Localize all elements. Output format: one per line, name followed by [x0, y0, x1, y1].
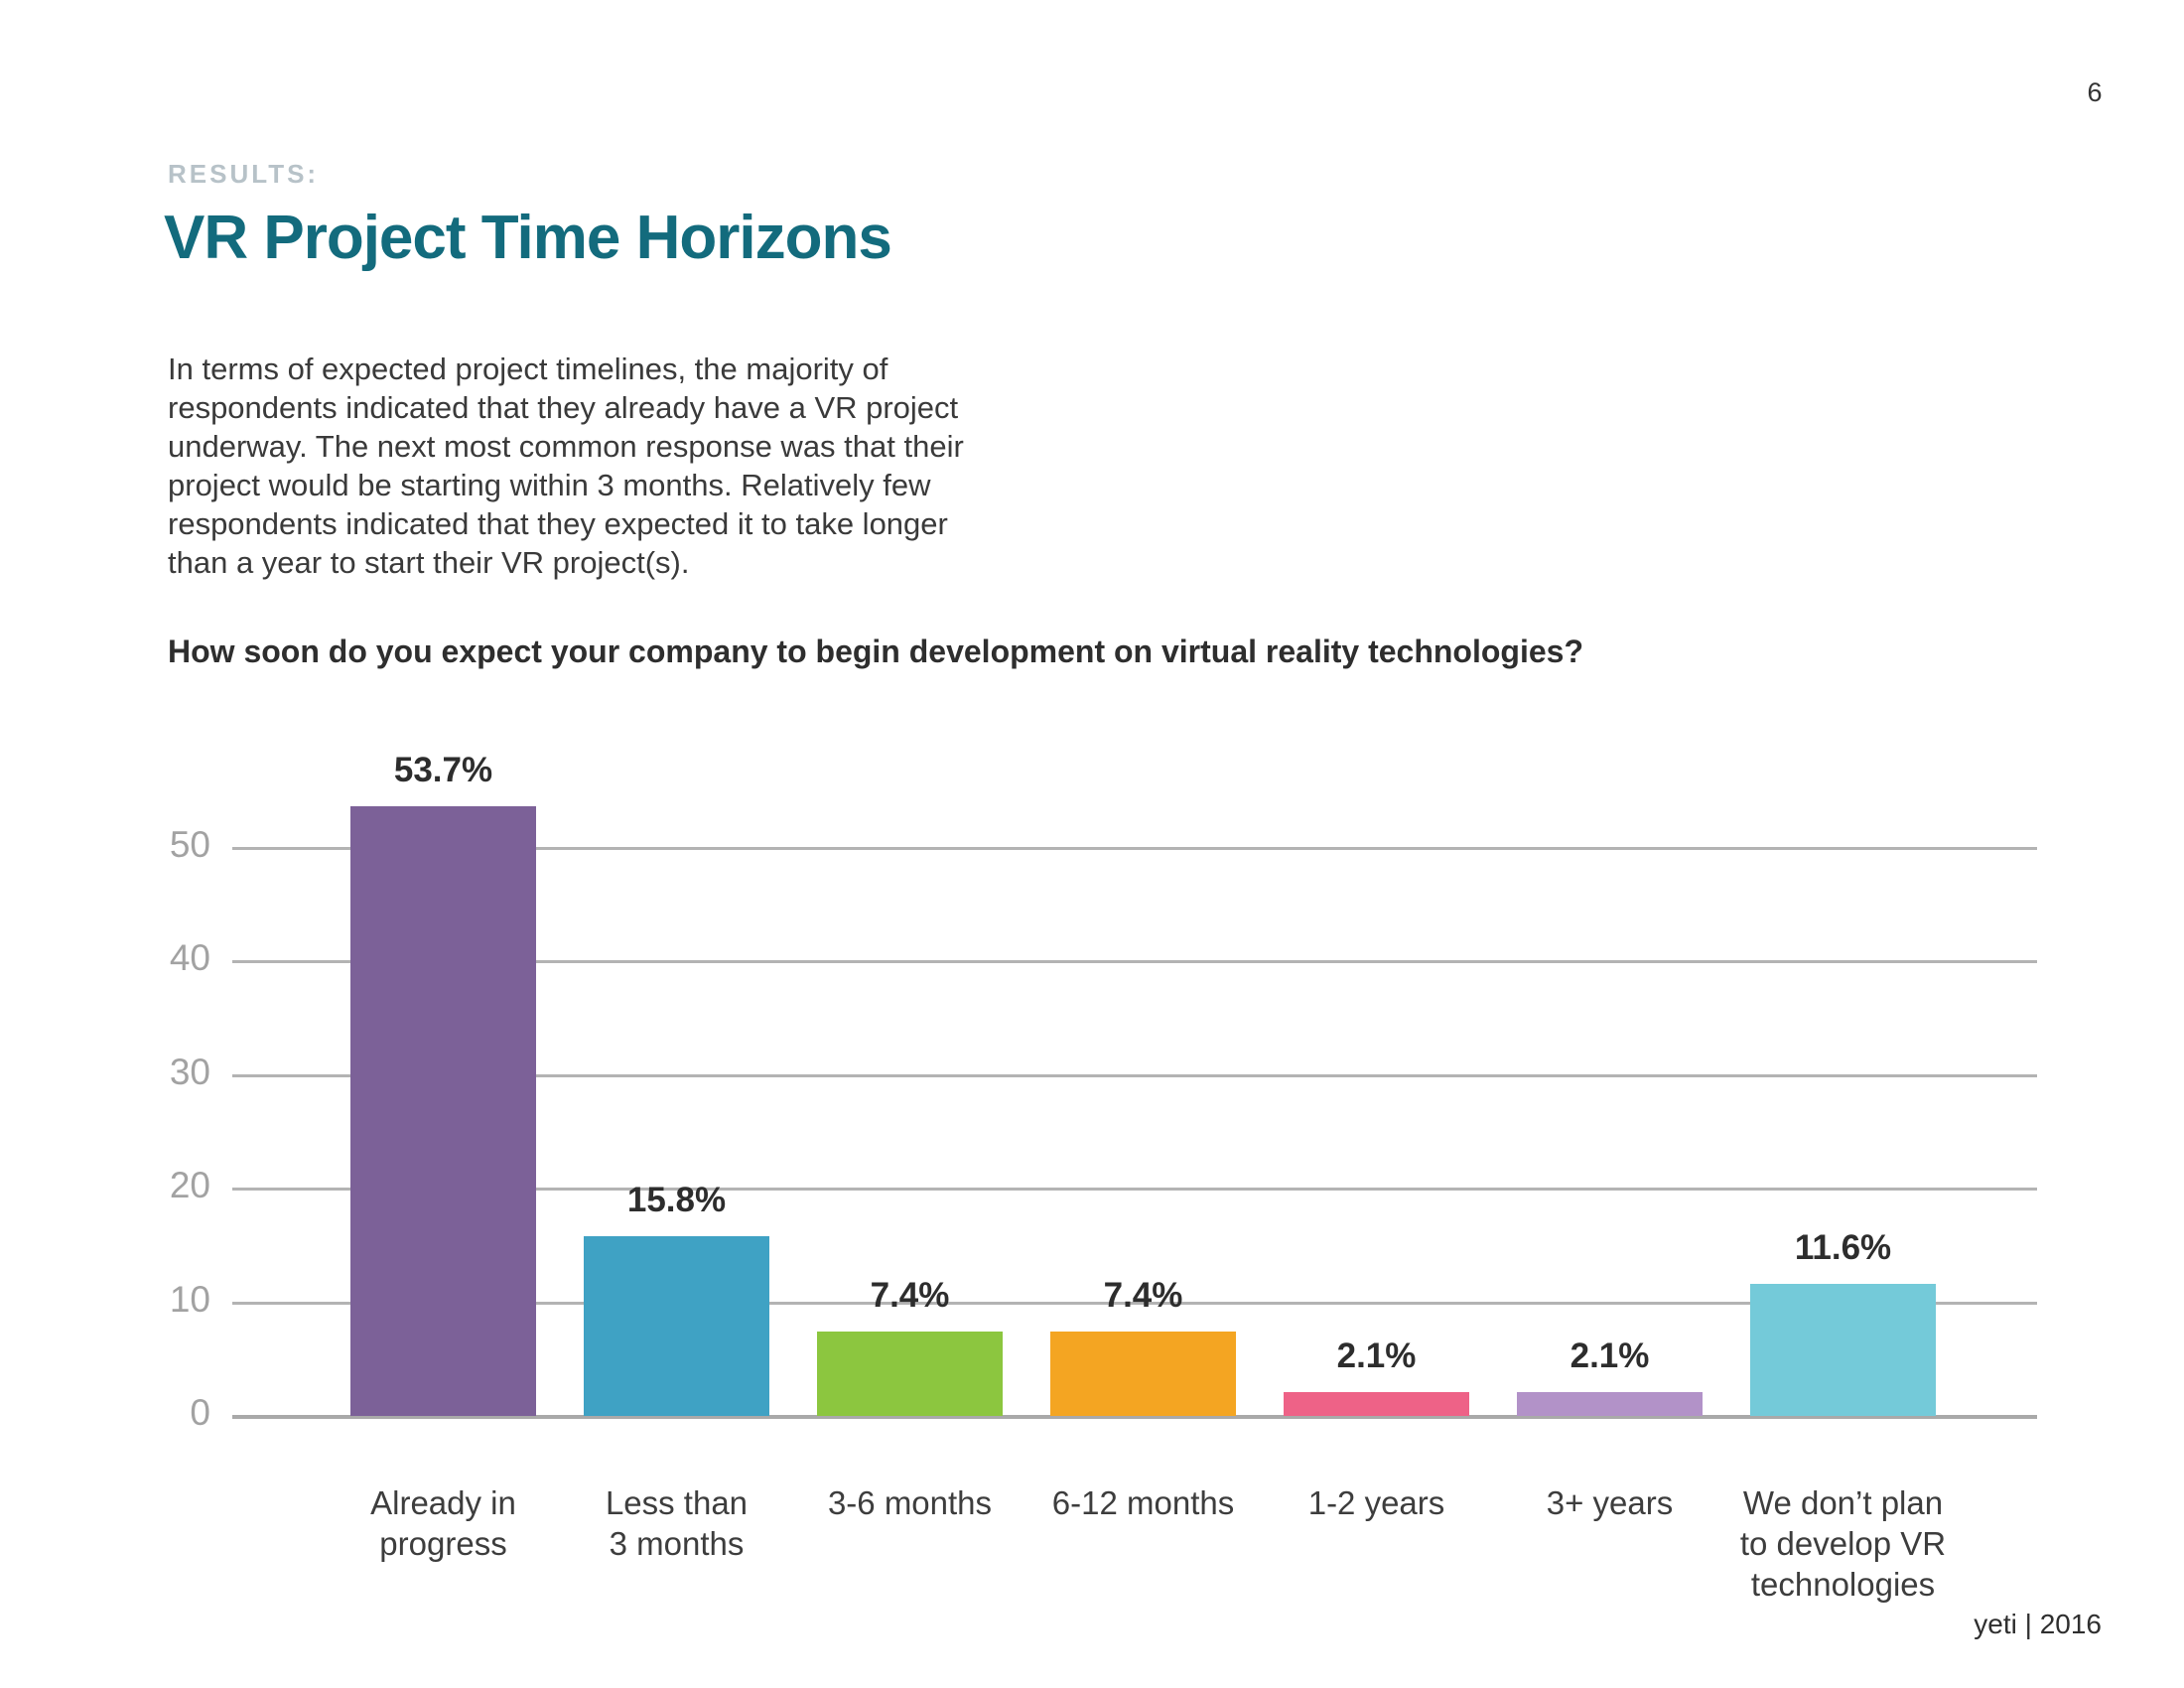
y-axis-tick-0: 0 — [190, 1392, 210, 1433]
bar-2 — [584, 1236, 769, 1416]
footer-brand: yeti | 2016 — [1974, 1609, 2102, 1639]
bar-category-label-4: 6-12 months — [1051, 1484, 1235, 1521]
bar-5 — [1284, 1392, 1469, 1416]
bar-value-label-2: 15.8% — [626, 1181, 727, 1219]
bar-7 — [1750, 1284, 1936, 1416]
bar-category-label-1: Already in progress — [370, 1484, 516, 1562]
bar-category-label-2: Less than 3 months — [605, 1484, 749, 1562]
bar-category-label-5: 1-2 years — [1307, 1484, 1445, 1521]
bar-6 — [1517, 1392, 1703, 1416]
bar-value-label-4: 7.4% — [1103, 1276, 1183, 1315]
gridline-30 — [232, 1073, 2037, 1077]
bar-3 — [817, 1332, 1003, 1416]
bar-4 — [1050, 1332, 1236, 1416]
bar-value-label-5: 2.1% — [1336, 1336, 1417, 1375]
bar-value-label-3: 7.4% — [870, 1276, 950, 1315]
y-axis-tick-40: 40 — [169, 937, 210, 979]
page-title: VR Project Time Horizons — [164, 204, 892, 272]
bar-value-label-1: 53.7% — [393, 751, 493, 789]
page-number: 6 — [2087, 77, 2103, 107]
y-axis-tick-30: 30 — [169, 1051, 210, 1092]
y-axis-tick-50: 50 — [169, 824, 210, 865]
gridline-50 — [232, 847, 2037, 850]
intro-paragraph: In terms of expected project timelines, … — [168, 352, 964, 580]
gridline-40 — [232, 960, 2037, 964]
bar-category-label-6: 3+ years — [1546, 1484, 1674, 1521]
y-axis-tick-10: 10 — [169, 1278, 210, 1320]
bar-category-label-7: We don’t plan to develop VR technologies — [1739, 1484, 1947, 1603]
bar-1 — [350, 806, 536, 1416]
gridline-10 — [232, 1301, 2037, 1305]
section-eyebrow: RESULTS: — [168, 159, 320, 189]
gridline-20 — [232, 1188, 2037, 1192]
y-axis-tick-20: 20 — [169, 1165, 210, 1206]
x-axis-baseline — [232, 1415, 2037, 1419]
bar-value-label-7: 11.6% — [1794, 1228, 1892, 1267]
bar-value-label-6: 2.1% — [1570, 1336, 1650, 1375]
survey-question: How soon do you expect your company to b… — [168, 633, 1583, 669]
bar-category-label-3: 3-6 months — [827, 1484, 993, 1521]
